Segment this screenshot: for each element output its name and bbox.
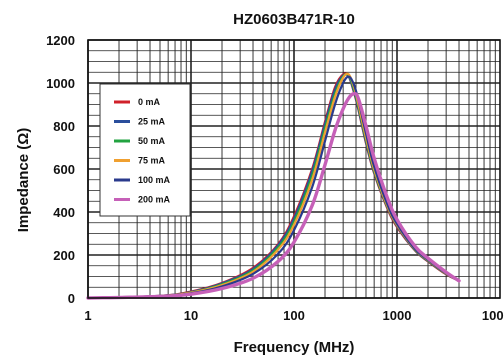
legend-label: 100 mA — [138, 175, 171, 185]
y-tick-label: 400 — [53, 205, 75, 220]
y-axis-label: Impedance (Ω) — [15, 128, 32, 233]
x-tick-label: 10000 — [482, 308, 504, 323]
y-tick-label: 200 — [53, 248, 75, 263]
x-tick-label: 1 — [84, 308, 91, 323]
legend: 0 mA 25 mA 50 mA 75 mA 100 mA 200 mA — [99, 83, 191, 217]
chart-title: HZ0603B471R-10 — [233, 11, 355, 28]
x-tick-label: 10 — [184, 308, 198, 323]
y-tick-label: 600 — [53, 162, 75, 177]
x-tick-label: 1000 — [383, 308, 412, 323]
y-tick-label: 800 — [53, 119, 75, 134]
x-axis-label: Frequency (MHz) — [234, 339, 355, 356]
legend-label: 0 mA — [138, 97, 161, 107]
plot-frame — [87, 39, 501, 299]
tick-labels: 1 10 100 1000 10000 0 200 400 600 800 1000 1200 — [46, 33, 504, 323]
series-line-100-ma — [86, 75, 461, 300]
series-line-200-ma — [86, 91, 461, 300]
legend-label: 75 mA — [138, 156, 166, 166]
legend-label: 50 mA — [138, 136, 166, 146]
legend-label: 200 mA — [138, 195, 171, 205]
legend-box — [99, 83, 191, 217]
x-tick-label: 100 — [283, 308, 305, 323]
y-tick-label: 1000 — [46, 76, 75, 91]
y-tick-label: 1200 — [46, 33, 75, 48]
plot-series — [86, 72, 461, 300]
y-tick-label: 0 — [68, 291, 75, 306]
legend-label: 25 mA — [138, 117, 166, 127]
